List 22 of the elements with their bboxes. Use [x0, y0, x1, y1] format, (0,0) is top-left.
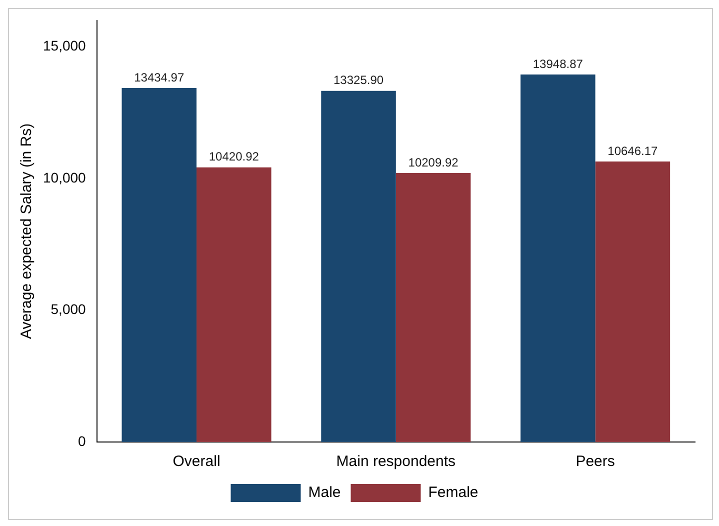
x-tick-label: Main respondents [336, 453, 456, 470]
data-label: 13948.87 [532, 56, 584, 71]
legend-label: Female [428, 484, 478, 502]
data-label: 10209.92 [408, 155, 459, 170]
legend-label: Male [308, 484, 341, 502]
y-tick-label: 15,000 [42, 38, 86, 54]
data-label: 13434.97 [134, 70, 184, 84]
bar [520, 74, 596, 442]
bar [196, 167, 272, 442]
y-tick-label: 5,000 [50, 301, 86, 318]
y-tick-label: 0 [78, 432, 86, 449]
x-tick-label: Peers [576, 453, 615, 470]
y-axis-title: Average expected Salary (in Rs) [18, 123, 36, 340]
data-label: 10420.92 [208, 150, 260, 164]
data-label: 13325.90 [333, 73, 384, 88]
data-label: 10646.17 [608, 144, 658, 158]
bar [595, 161, 670, 442]
bar [321, 90, 396, 442]
x-tick-label: Overall [172, 453, 220, 470]
y-tick-label: 10,000 [42, 169, 86, 186]
bar [396, 172, 471, 442]
bar [122, 88, 197, 442]
